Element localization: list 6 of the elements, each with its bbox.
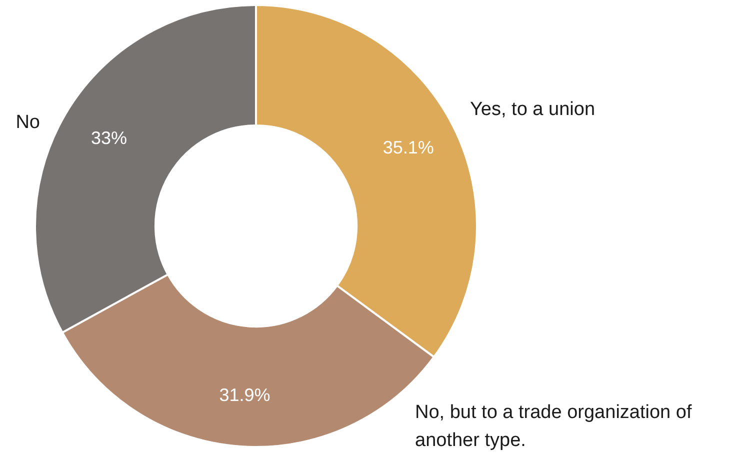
slice-label: No — [16, 112, 40, 133]
slice-label: Yes, to a union — [470, 99, 596, 120]
slice-label: No, but to a trade organization of another type. — [415, 402, 692, 451]
data-label: 33% — [90, 128, 128, 148]
data-label: 35.1% — [382, 138, 434, 158]
data-label: 31.9% — [219, 385, 270, 406]
